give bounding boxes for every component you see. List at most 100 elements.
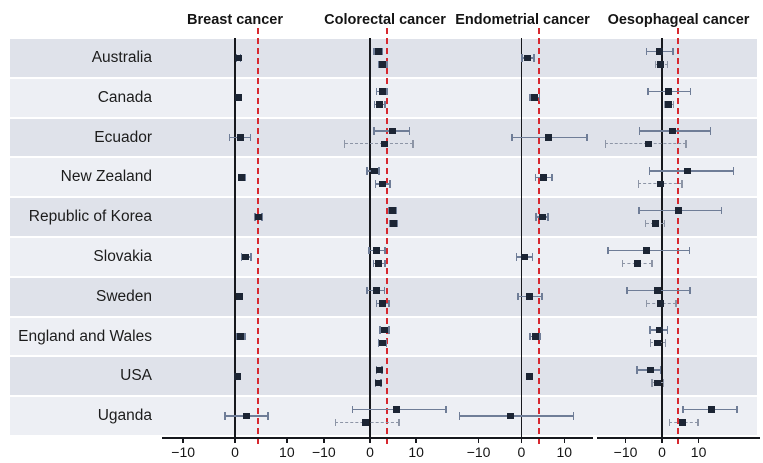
- data-point: [237, 134, 245, 141]
- ci-cap-right: [547, 213, 549, 221]
- ci-cap-right: [385, 339, 388, 347]
- data-point: [644, 140, 652, 148]
- ci-cap-left: [638, 206, 640, 215]
- ci-cap-right: [378, 167, 380, 175]
- data-point: [380, 326, 388, 334]
- data-point: [646, 366, 654, 374]
- ci-cap-right: [445, 405, 447, 414]
- x-tick-label: 10: [408, 444, 424, 460]
- ci-cap-left: [372, 259, 375, 268]
- data-point: [379, 61, 387, 68]
- ci-cap-left: [682, 405, 684, 414]
- data-point: [656, 300, 664, 307]
- data-point: [642, 247, 650, 254]
- data-point: [654, 339, 662, 347]
- ci-cap-left: [649, 326, 651, 334]
- ci-cap-left: [648, 167, 651, 175]
- data-point: [233, 373, 241, 380]
- data-point: [372, 287, 380, 294]
- data-point: [684, 167, 692, 175]
- ci-cap-right: [586, 133, 588, 142]
- row-label: Canada: [97, 88, 152, 106]
- ci-cap-left: [637, 180, 640, 188]
- data-point: [654, 379, 662, 387]
- ci-cap-left: [645, 47, 648, 56]
- panel-title: Breast cancer: [187, 12, 283, 28]
- data-point: [254, 213, 262, 221]
- ci-cap-left: [521, 54, 523, 62]
- data-point: [654, 287, 662, 294]
- data-point: [525, 293, 533, 300]
- data-point: [378, 339, 386, 347]
- zero-line: [520, 38, 523, 437]
- ci-cap-left: [240, 253, 243, 261]
- ci-cap-right: [531, 253, 534, 261]
- ci-cap-right: [709, 127, 711, 135]
- ci-cap-left: [529, 332, 531, 341]
- ci-cap-right: [244, 173, 247, 182]
- ci-cap-right: [689, 87, 692, 96]
- ci-cap-right: [384, 100, 386, 109]
- x-tick-label: 10: [690, 444, 707, 460]
- zero-line: [369, 38, 371, 437]
- ci-cap-left: [351, 405, 354, 414]
- x-tick-label: −10: [466, 444, 491, 460]
- data-point: [665, 101, 673, 108]
- x-axis-tick: [661, 438, 663, 444]
- data-point: [657, 180, 665, 188]
- ci-cap-left: [621, 259, 624, 268]
- ci-whisker-dashed: [344, 143, 413, 145]
- ci-cap-left: [373, 127, 375, 135]
- x-axis-tick: [624, 438, 627, 444]
- reference-line: [677, 28, 680, 444]
- row-band: [10, 158, 757, 197]
- x-axis-tick: [369, 438, 371, 444]
- ci-cap-right: [685, 140, 687, 148]
- x-axis: [597, 437, 760, 439]
- ci-cap-right: [267, 412, 269, 420]
- row-label: Australia: [91, 48, 152, 66]
- ci-cap-left: [366, 167, 368, 175]
- row-band: [10, 238, 757, 276]
- ci-cap-left: [374, 180, 377, 188]
- data-point: [525, 373, 533, 380]
- ci-cap-right: [538, 93, 541, 102]
- data-point: [669, 127, 677, 135]
- ci-cap-left: [645, 299, 648, 308]
- ci-cap-left: [604, 140, 607, 148]
- ci-cap-right: [384, 246, 386, 255]
- x-axis: [307, 437, 463, 439]
- x-axis-tick: [563, 438, 566, 444]
- ci-cap-left: [626, 286, 628, 295]
- ci-cap-left: [375, 87, 378, 96]
- ci-cap-right: [261, 213, 263, 221]
- x-axis-tick: [323, 438, 325, 444]
- row-label: Republic of Korea: [28, 208, 152, 226]
- ci-cap-left: [636, 366, 638, 374]
- ci-cap-left: [388, 219, 391, 228]
- x-tick-label: −10: [613, 444, 638, 460]
- zero-line: [661, 38, 663, 437]
- data-point: [374, 379, 382, 387]
- data-point: [376, 101, 384, 108]
- reference-line: [538, 28, 541, 444]
- data-point: [633, 260, 641, 267]
- ci-cap-left: [368, 246, 370, 255]
- ci-cap-right: [688, 246, 691, 255]
- panel-title: Colorectal cancer: [324, 12, 446, 28]
- zero-line: [234, 38, 236, 437]
- ci-cap-right: [539, 332, 541, 341]
- ci-cap-right: [689, 286, 691, 295]
- ci-cap-right: [720, 206, 723, 215]
- x-axis-tick: [182, 438, 184, 444]
- ci-cap-right: [732, 167, 735, 175]
- ci-cap-right: [736, 405, 738, 414]
- x-tick-label: 10: [556, 444, 573, 460]
- panel-title: Endometrial cancer: [455, 12, 590, 28]
- ci-cap-left: [377, 60, 380, 69]
- ci-cap-right: [672, 47, 674, 56]
- row-band: [10, 39, 757, 77]
- ci-whisker: [459, 415, 574, 417]
- data-point: [520, 253, 528, 261]
